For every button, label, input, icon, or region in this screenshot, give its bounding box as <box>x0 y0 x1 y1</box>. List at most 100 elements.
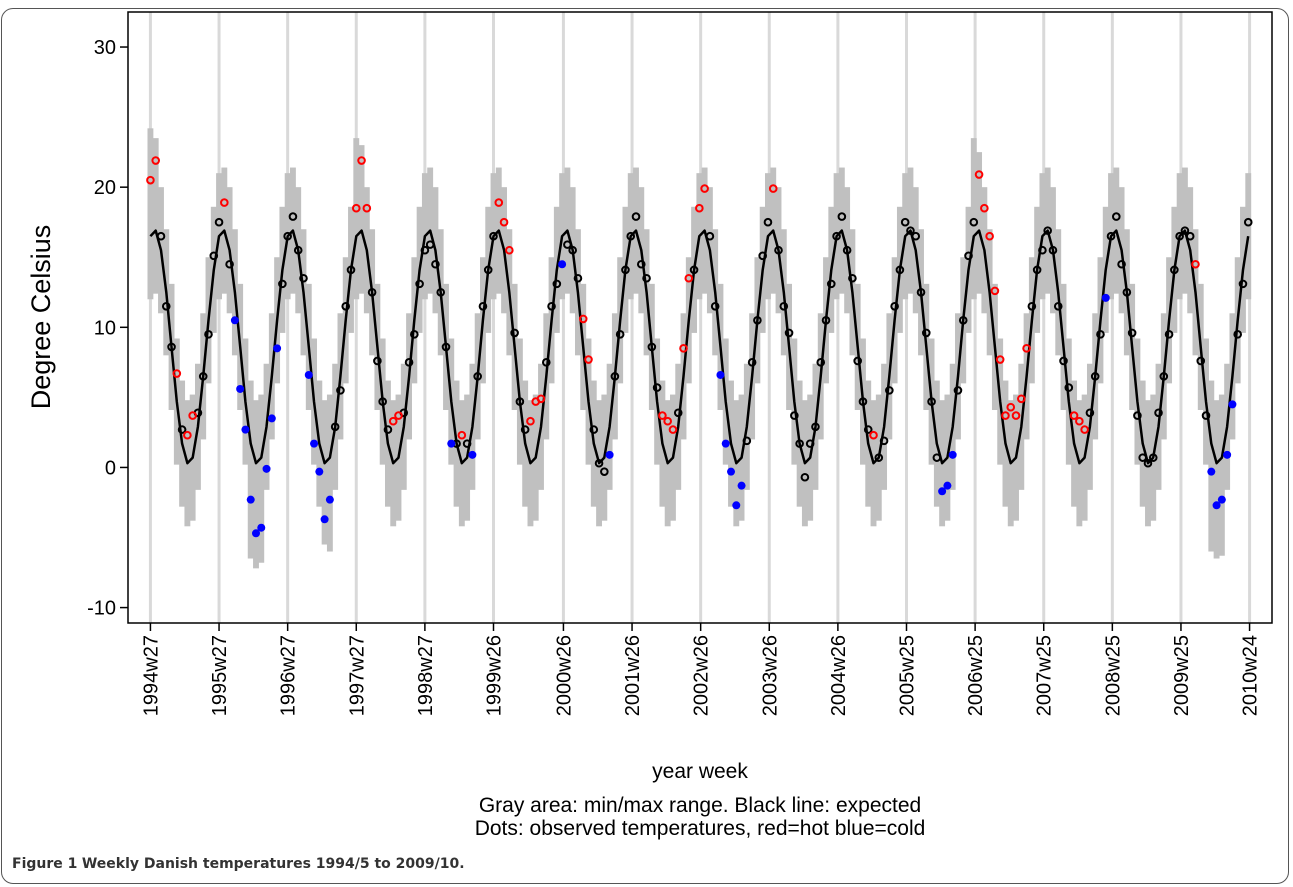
observed-dot <box>874 453 884 462</box>
observed-dot <box>1075 416 1084 426</box>
observed-dot <box>146 175 155 185</box>
observed-dot <box>220 198 229 207</box>
observed-dot <box>468 450 477 459</box>
x-tick-label: 1994w27 <box>140 635 162 716</box>
observed-dot <box>774 245 783 255</box>
observed-dot <box>985 231 994 241</box>
observed-dot <box>251 529 260 538</box>
observed-dot <box>552 279 562 289</box>
observed-dot <box>320 515 329 524</box>
observed-dot <box>373 356 382 366</box>
observed-dot <box>283 231 292 241</box>
observed-dot <box>541 358 551 367</box>
observed-dot <box>1001 411 1010 420</box>
observed-dot <box>167 342 176 352</box>
observed-dot <box>832 231 841 241</box>
observed-dot <box>1223 450 1232 459</box>
observed-dot <box>890 301 899 311</box>
observed-dot <box>362 203 372 213</box>
observed-dot <box>410 330 419 339</box>
observed-dot <box>278 279 287 289</box>
observed-dot <box>1217 495 1226 504</box>
y-tick-label: 10 <box>94 317 116 339</box>
observed-dot <box>974 170 984 179</box>
x-axis-label: year week <box>652 760 748 783</box>
observed-dot <box>663 416 672 426</box>
observed-dot <box>958 316 968 325</box>
x-tick-label: 2005w25 <box>897 635 919 716</box>
observed-dot <box>1148 453 1158 462</box>
observed-dot <box>520 425 530 434</box>
observed-dot <box>1233 330 1242 339</box>
x-tick-label: 2003w26 <box>759 635 781 716</box>
observed-dot <box>879 436 889 446</box>
observed-dot <box>758 251 767 261</box>
observed-dot <box>980 203 989 213</box>
observed-dot <box>1106 231 1116 241</box>
observed-dot <box>515 397 525 406</box>
observed-dot <box>900 217 910 227</box>
observed-dot <box>177 425 187 434</box>
observed-dot <box>161 301 171 311</box>
observed-dot <box>710 301 720 311</box>
observed-dot <box>299 273 308 283</box>
observed-dot <box>753 316 762 325</box>
observed-dot <box>420 245 430 255</box>
x-tick-label: 2010w24 <box>1240 635 1262 716</box>
observed-dot <box>953 386 963 395</box>
observed-dot <box>631 212 641 221</box>
observed-dot <box>948 450 957 459</box>
observed-dot <box>499 217 509 227</box>
observed-dot <box>679 344 688 353</box>
observed-dot <box>1016 394 1026 404</box>
observed-dot <box>1185 231 1195 241</box>
observed-dot <box>1122 287 1132 297</box>
observed-dot <box>642 273 651 283</box>
observed-dot <box>505 245 514 255</box>
observed-dot <box>1127 328 1137 338</box>
observed-dot <box>209 251 219 261</box>
observed-dot <box>732 501 741 510</box>
observed-dot <box>795 439 804 448</box>
observed-dot <box>636 259 646 269</box>
observed-dot <box>1043 226 1052 235</box>
observed-dot <box>225 259 234 269</box>
range-band <box>152 138 159 294</box>
observed-dot <box>742 436 752 446</box>
observed-dot <box>658 411 667 420</box>
expected-line <box>149 229 1250 465</box>
observed-dot <box>558 260 567 269</box>
x-tick-label: 1999w26 <box>483 635 505 716</box>
observed-dot <box>1164 330 1174 339</box>
observed-dot <box>1111 212 1121 221</box>
observed-dot <box>431 259 440 269</box>
observed-dot <box>652 383 662 392</box>
observed-dot <box>1006 402 1016 412</box>
observed-dot <box>273 344 282 353</box>
observed-dot <box>779 301 789 311</box>
observed-dot <box>805 439 815 448</box>
observed-dot <box>510 328 519 338</box>
observed-dot <box>969 217 979 227</box>
observed-dot <box>684 273 694 283</box>
observed-dot <box>837 212 847 221</box>
observed-dot <box>336 386 345 395</box>
observed-dot <box>563 240 572 249</box>
observed-dot <box>1080 425 1089 434</box>
observed-dot <box>547 301 556 311</box>
observed-dot <box>568 245 577 255</box>
range-band <box>326 394 333 552</box>
observed-dot <box>584 355 593 364</box>
figure-frame <box>1 8 1289 884</box>
observed-dot <box>1059 356 1068 366</box>
x-tick-label: 1998w27 <box>415 635 437 716</box>
range-band <box>247 380 254 559</box>
note: Dots: observed temperatures, red=hot blu… <box>475 817 926 840</box>
observed-dot <box>1096 330 1105 339</box>
observed-dot <box>737 481 746 490</box>
range-band <box>1213 400 1220 559</box>
observed-dot <box>172 369 182 378</box>
observed-dot <box>727 467 736 476</box>
observed-dot <box>188 411 197 420</box>
observed-dot <box>610 372 620 381</box>
